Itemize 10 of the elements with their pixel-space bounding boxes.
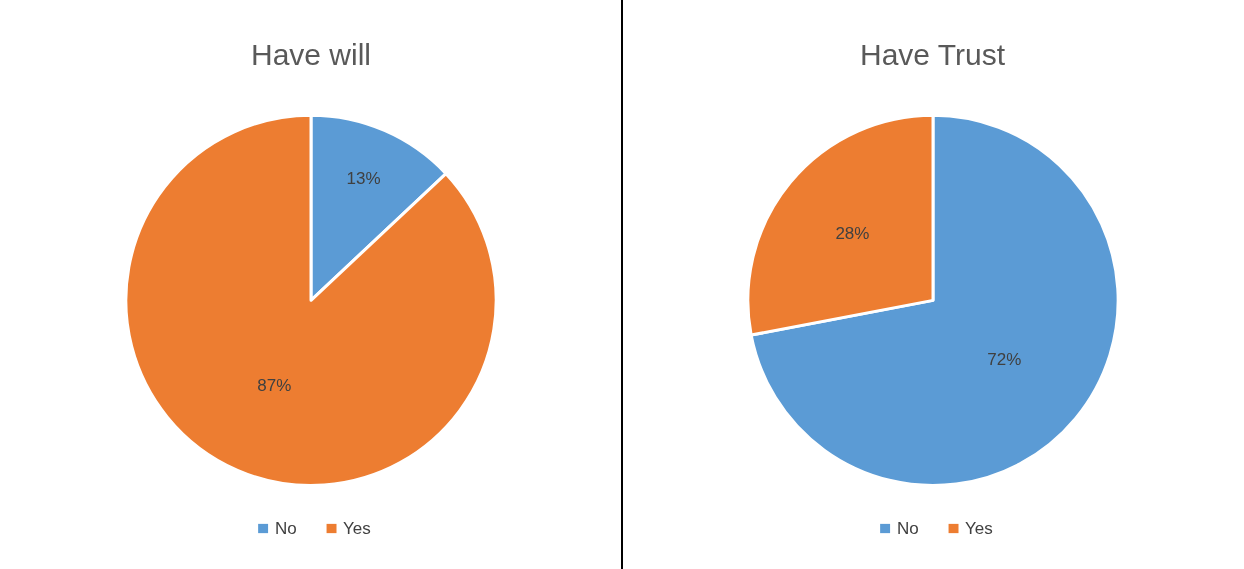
data-label: 13% [346, 169, 381, 189]
legend-label: No [275, 519, 297, 538]
chart-title: Have will [251, 38, 372, 71]
legend-label: No [897, 519, 919, 538]
data-label: 28% [835, 224, 870, 244]
chart-title: Have Trust [860, 38, 1006, 71]
legend-label: Yes [343, 519, 371, 538]
data-label: 72% [987, 349, 1022, 369]
legend-label: Yes [965, 519, 993, 538]
data-label: 87% [257, 375, 292, 395]
